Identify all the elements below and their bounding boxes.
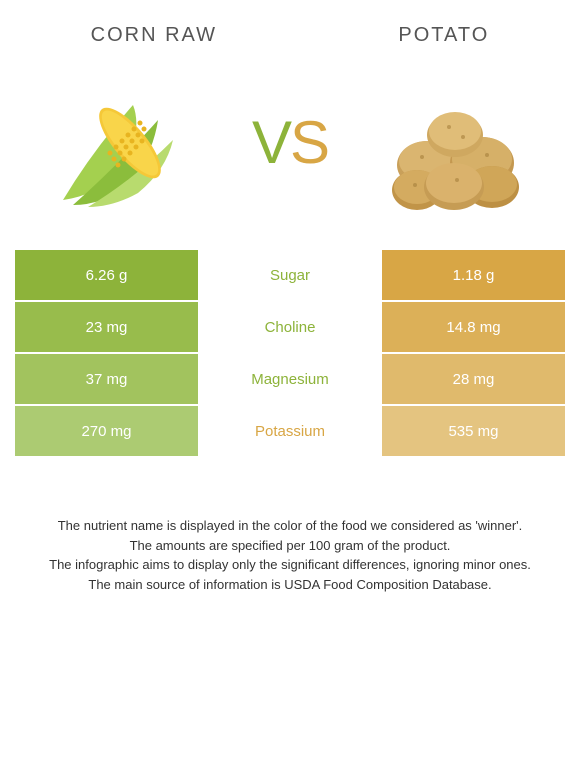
cell-right-value: 1.18 g (382, 250, 565, 300)
table-row: 37 mgMagnesium28 mg (15, 354, 565, 406)
cell-nutrient-label: Choline (198, 302, 382, 352)
vs-s: S (290, 108, 328, 177)
footer-line-4: The main source of information is USDA F… (42, 575, 538, 595)
cell-left-value: 23 mg (15, 302, 198, 352)
cell-right-value: 14.8 mg (382, 302, 565, 352)
food-left-title: CORN RAW (91, 24, 217, 47)
corn-image (38, 65, 213, 220)
table-row: 6.26 gSugar1.18 g (15, 250, 565, 302)
cell-left-value: 37 mg (15, 354, 198, 404)
vs-v: V (252, 108, 290, 177)
cell-nutrient-label: Potassium (198, 406, 382, 456)
footer-notes: The nutrient name is displayed in the co… (0, 458, 580, 594)
cell-nutrient-label: Sugar (198, 250, 382, 300)
table-row: 270 mgPotassium535 mg (15, 406, 565, 458)
potato-image (367, 65, 542, 220)
cell-right-value: 535 mg (382, 406, 565, 456)
footer-line-2: The amounts are specified per 100 gram o… (42, 536, 538, 556)
table-row: 23 mgCholine14.8 mg (15, 302, 565, 354)
cell-left-value: 6.26 g (15, 250, 198, 300)
hero: VS (0, 55, 580, 250)
vs-label: VS (252, 108, 328, 177)
food-right-title: POTATO (398, 24, 489, 47)
footer-line-3: The infographic aims to display only the… (42, 555, 538, 575)
footer-line-1: The nutrient name is displayed in the co… (42, 516, 538, 536)
cell-right-value: 28 mg (382, 354, 565, 404)
cell-left-value: 270 mg (15, 406, 198, 456)
header: CORN RAW POTATO (0, 0, 580, 55)
cell-nutrient-label: Magnesium (198, 354, 382, 404)
comparison-table: 6.26 gSugar1.18 g23 mgCholine14.8 mg37 m… (0, 250, 580, 458)
